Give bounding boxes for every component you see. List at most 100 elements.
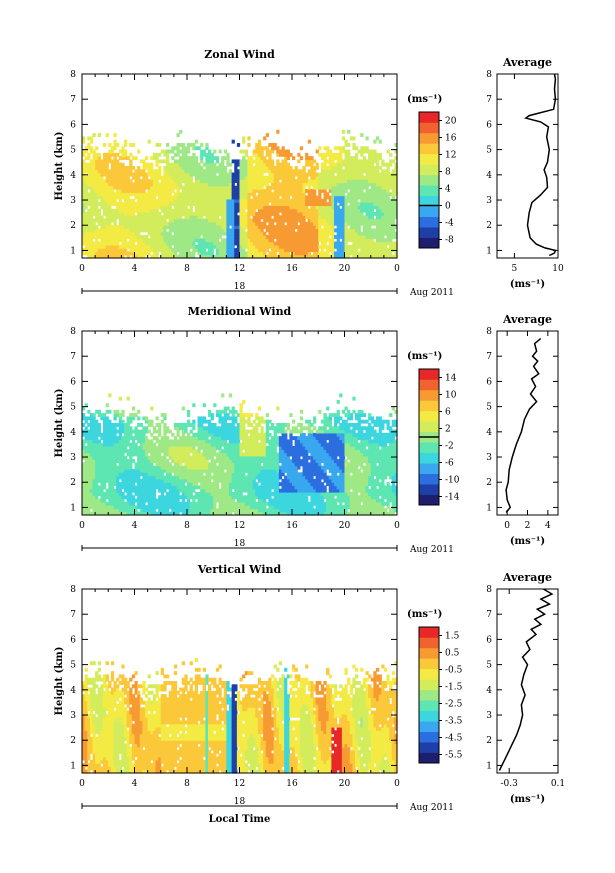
- heatmap-cell: [276, 231, 280, 236]
- heatmap-cell: [229, 235, 233, 239]
- heatmap-cell: [108, 143, 112, 147]
- heatmap-cell: [310, 254, 314, 259]
- heatmap-cell: [121, 166, 125, 170]
- heatmap-cell: [210, 185, 214, 190]
- heatmap-cell: [229, 215, 233, 220]
- heatmap-cell: [150, 182, 154, 187]
- heatmap-cell: [116, 251, 120, 256]
- heatmap-cell: [118, 192, 122, 197]
- heatmap-cell: [194, 202, 199, 207]
- heatmap-cell: [247, 208, 251, 213]
- heatmap-cell: [229, 208, 233, 213]
- heatmap-cell: [121, 231, 125, 236]
- heatmap-cell: [268, 192, 272, 197]
- panel-title: Zonal Wind: [204, 48, 275, 61]
- heatmap-cell: [234, 212, 238, 216]
- heatmap-cell: [378, 189, 382, 193]
- heatmap-cell: [208, 156, 212, 161]
- heatmap-cell: [197, 218, 201, 223]
- heatmap-cell: [108, 149, 112, 154]
- heatmap-cell: [166, 235, 170, 239]
- heatmap-cell: [328, 231, 332, 236]
- heatmap-cell: [334, 192, 338, 197]
- heatmap-cell: [252, 231, 256, 236]
- heatmap-cell: [331, 218, 335, 223]
- heatmap-cell: [197, 238, 201, 243]
- heatmap-cell: [323, 179, 327, 184]
- heatmap-cell: [100, 205, 104, 210]
- heatmap-cell: [326, 175, 330, 180]
- heatmap-cell: [276, 189, 280, 193]
- heatmap-cell: [137, 166, 141, 170]
- heatmap-cell: [297, 202, 301, 207]
- heatmap-cell: [294, 241, 298, 246]
- heatmap-cell: [247, 172, 251, 177]
- heatmap-cell: [250, 212, 254, 216]
- heatmap-cell: [360, 149, 364, 154]
- heatmap-cell: [289, 172, 293, 177]
- heatmap-cell: [373, 198, 377, 203]
- heatmap-cell: [292, 202, 296, 207]
- heatmap-cell: [391, 241, 395, 246]
- heatmap-cell: [376, 225, 380, 230]
- heatmap-cell: [173, 159, 178, 164]
- heatmap-cell: [113, 162, 117, 167]
- heatmap-cell: [200, 254, 204, 259]
- heatmap-cell: [113, 172, 117, 177]
- heatmap-cell: [365, 182, 369, 187]
- heatmap-cell: [226, 225, 230, 230]
- heatmap-cell: [344, 215, 348, 220]
- heatmap-cell: [194, 235, 199, 239]
- heatmap-cell: [223, 166, 227, 170]
- heatmap-cell: [328, 182, 332, 187]
- heatmap-cell: [271, 241, 275, 246]
- heatmap-cell: [383, 185, 388, 190]
- heatmap-cell: [215, 251, 220, 256]
- heatmap-cell: [347, 129, 351, 134]
- heatmap-cell: [318, 189, 322, 193]
- heatmap-cell: [242, 162, 246, 167]
- heatmap-cell: [229, 162, 233, 167]
- heatmap-cell: [320, 254, 325, 259]
- heatmap-cell: [223, 198, 227, 203]
- heatmap-cell: [271, 143, 275, 147]
- heatmap-cell: [292, 235, 296, 239]
- heatmap-cell: [181, 156, 185, 161]
- heatmap-cell: [97, 169, 101, 174]
- heatmap-cell: [218, 228, 222, 233]
- heatmap-cell: [150, 419, 154, 424]
- heatmap-cell: [223, 175, 227, 180]
- heatmap-cell: [129, 215, 133, 220]
- heatmap-cell: [194, 179, 199, 184]
- heatmap-cell: [173, 202, 178, 207]
- heatmap-cell: [276, 238, 280, 243]
- heatmap-cell: [370, 189, 374, 193]
- heatmap-cell: [247, 225, 251, 230]
- heatmap-cell: [284, 159, 288, 164]
- heatmap-cell: [299, 208, 304, 213]
- heatmap-cell: [370, 205, 374, 210]
- heatmap-cell: [108, 159, 112, 164]
- heatmap-cell: [370, 185, 374, 190]
- heatmap-cell: [328, 205, 332, 210]
- heatmap-cell: [95, 192, 99, 197]
- heatmap-cell: [87, 172, 91, 177]
- heatmap-cell: [391, 235, 395, 239]
- heatmap-cell: [105, 185, 109, 190]
- heatmap-cell: [370, 172, 374, 177]
- heatmap-cell: [381, 179, 385, 184]
- heatmap-cell: [360, 244, 364, 249]
- heatmap-cell: [252, 166, 256, 170]
- heatmap-cell: [236, 202, 241, 207]
- heatmap-cell: [381, 202, 385, 207]
- heatmap-cell: [273, 208, 277, 213]
- heatmap-cell: [313, 172, 317, 177]
- heatmap-cell: [82, 185, 86, 190]
- heatmap-cell: [307, 198, 311, 203]
- heatmap-cell: [205, 143, 209, 147]
- heatmap-cell: [118, 198, 122, 203]
- heatmap-cell: [284, 189, 288, 193]
- heatmap-cell: [171, 185, 175, 190]
- heatmap-cell: [189, 169, 193, 174]
- heatmap-cell: [299, 205, 304, 210]
